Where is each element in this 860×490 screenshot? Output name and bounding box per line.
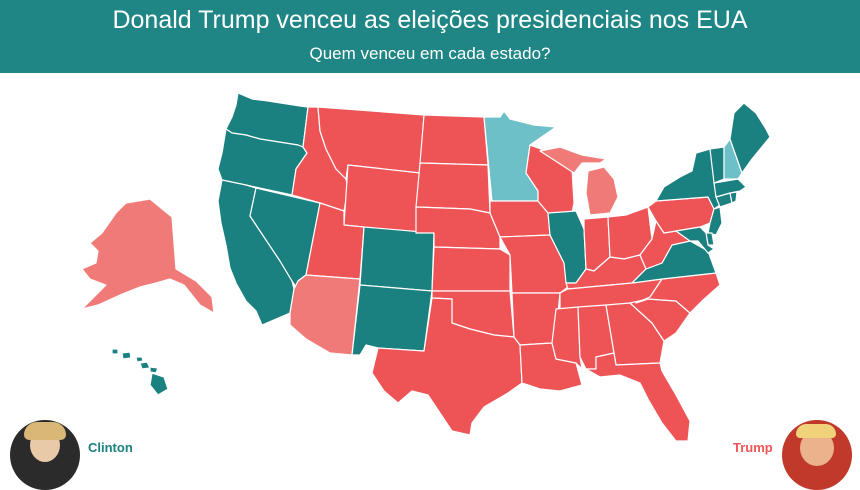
- state-MI[interactable]: [539, 146, 619, 216]
- header-banner: Donald Trump venceu as eleições presiden…: [0, 0, 860, 73]
- state-TX[interactable]: [371, 297, 523, 436]
- state-IA[interactable]: [489, 200, 551, 238]
- state-CO[interactable]: [359, 226, 435, 292]
- trump-avatar: [782, 420, 852, 490]
- state-HI[interactable]: [111, 348, 169, 396]
- state-AZ[interactable]: [289, 274, 361, 356]
- clinton-avatar: [10, 420, 80, 490]
- state-ND[interactable]: [419, 114, 489, 166]
- page-title: Donald Trump venceu as eleições presiden…: [112, 6, 748, 34]
- state-ME[interactable]: [729, 102, 771, 174]
- state-MS[interactable]: [551, 306, 583, 370]
- state-FL[interactable]: [585, 352, 691, 442]
- state-MD[interactable]: [675, 226, 715, 254]
- state-NH[interactable]: [723, 138, 743, 180]
- state-KS[interactable]: [431, 246, 511, 292]
- page-subtitle: Quem venceu em cada estado?: [309, 44, 551, 63]
- state-NC[interactable]: [635, 272, 721, 314]
- state-NM[interactable]: [351, 284, 433, 356]
- state-AK[interactable]: [81, 198, 215, 314]
- state-WY[interactable]: [343, 164, 421, 234]
- state-SD[interactable]: [415, 162, 491, 214]
- us-election-map: [81, 92, 771, 442]
